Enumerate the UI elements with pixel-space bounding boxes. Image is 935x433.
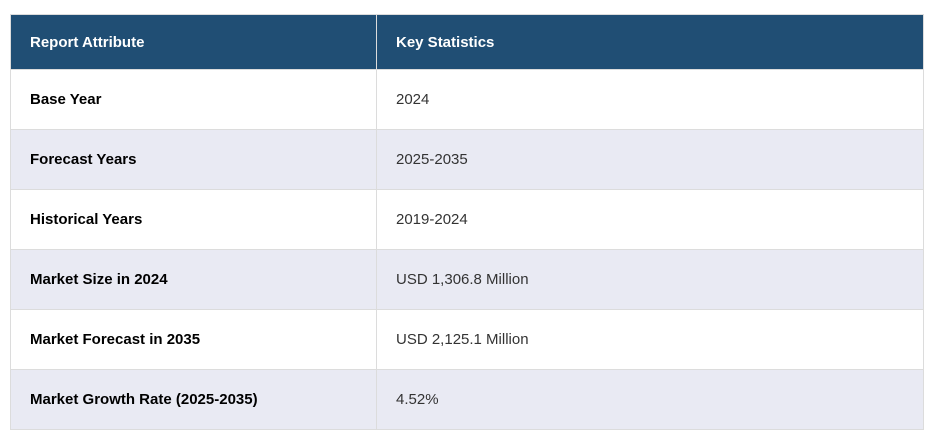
table-row: Market Forecast in 2035 USD 2,125.1 Mill…: [10, 309, 924, 370]
table-row: Historical Years 2019-2024: [10, 189, 924, 250]
value-cell-base-year: 2024: [376, 69, 924, 130]
attribute-cell-forecast-years: Forecast Years: [10, 129, 377, 190]
table-row: Base Year 2024: [10, 69, 924, 130]
value-cell-historical-years: 2019-2024: [376, 189, 924, 250]
attribute-cell-historical-years: Historical Years: [10, 189, 377, 250]
column-header-report-attribute: Report Attribute: [10, 14, 377, 70]
table-row: Forecast Years 2025-2035: [10, 129, 924, 190]
table-row: Market Growth Rate (2025-2035) 4.52%: [10, 369, 924, 430]
report-statistics-table-container: Report Attribute Key Statistics Base Yea…: [10, 14, 924, 430]
value-cell-market-growth-rate: 4.52%: [376, 369, 924, 430]
value-cell-forecast-years: 2025-2035: [376, 129, 924, 190]
table-row: Market Size in 2024 USD 1,306.8 Million: [10, 249, 924, 310]
attribute-cell-market-growth-rate: Market Growth Rate (2025-2035): [10, 369, 377, 430]
report-statistics-table: Report Attribute Key Statistics Base Yea…: [10, 14, 924, 430]
attribute-cell-market-size-2024: Market Size in 2024: [10, 249, 377, 310]
table-header-row: Report Attribute Key Statistics: [10, 14, 924, 70]
attribute-cell-market-forecast-2035: Market Forecast in 2035: [10, 309, 377, 370]
attribute-cell-base-year: Base Year: [10, 69, 377, 130]
value-cell-market-forecast-2035: USD 2,125.1 Million: [376, 309, 924, 370]
column-header-key-statistics: Key Statistics: [376, 14, 924, 70]
value-cell-market-size-2024: USD 1,306.8 Million: [376, 249, 924, 310]
